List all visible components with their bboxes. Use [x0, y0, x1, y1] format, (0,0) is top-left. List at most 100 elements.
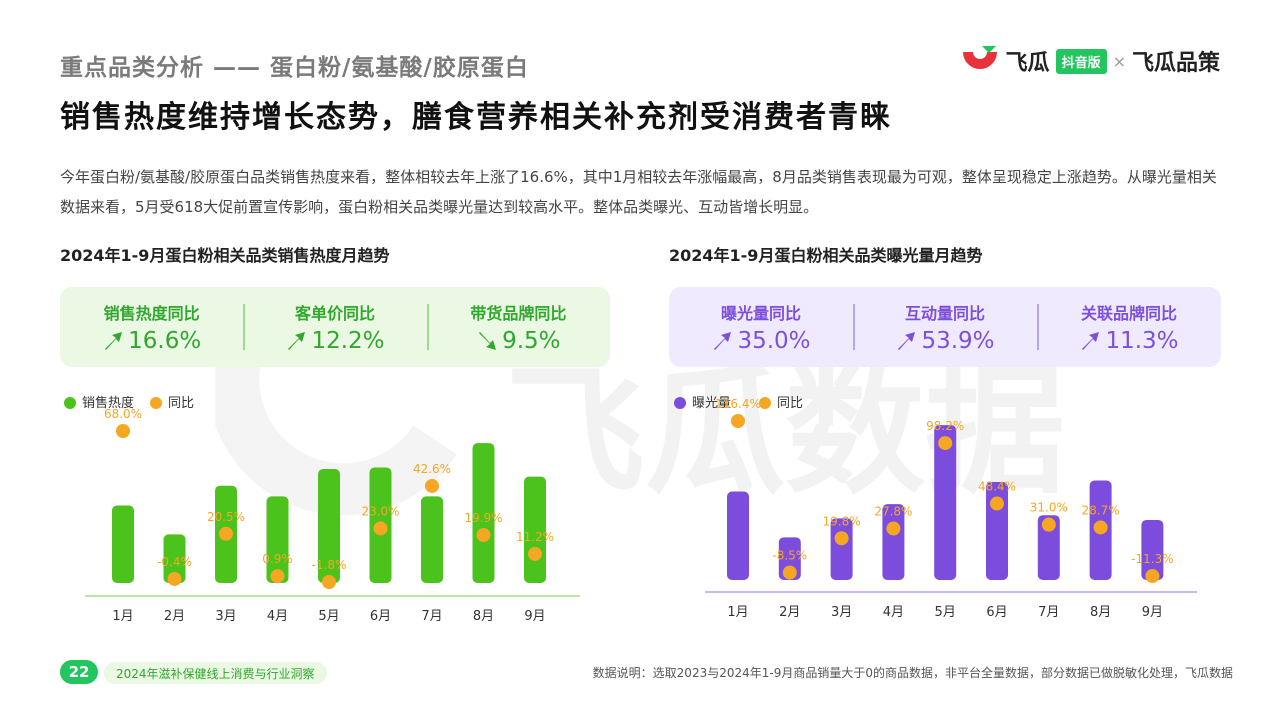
sales-yoy-label-2: -0.4% — [157, 555, 192, 569]
exposure-yoy-label-3: 19.8% — [823, 514, 861, 528]
sales-yoy-point-8 — [476, 528, 491, 543]
exposure-yoy-point-7 — [1041, 517, 1056, 532]
sales-tick-6: 6月 — [370, 609, 391, 624]
sales-heat-bar-chart: 销售热度 同比 1月 68.0% 2月 -0.4% 3月 20.5% 4月 0.9% 5月 -1.8%… — [64, 395, 580, 624]
legend-yoy-swatch — [759, 397, 771, 409]
sales-tick-5: 5月 — [318, 609, 339, 624]
sales-bar-8 — [472, 443, 495, 583]
brand-name-2: 飞瓜品策 — [1131, 51, 1220, 76]
exposure-tick-5: 5月 — [935, 605, 956, 620]
exposure-yoy-point-4 — [886, 521, 901, 536]
legend-bar-swatch — [674, 397, 686, 409]
section-title: 重点品类分析 —— 蛋白粉/氨基酸/胶原蛋白 — [60, 55, 529, 81]
exposure-yoy-point-2 — [782, 565, 797, 580]
left-kpi-box: 销售热度同比 16.6% 客单价同比 12.2% 带货品牌同比 9.5% — [60, 287, 610, 367]
exposure-yoy-label-5: 98.2% — [926, 419, 964, 433]
exposure-yoy-label-8: 28.7% — [1082, 503, 1120, 517]
sales-yoy-point-9 — [528, 546, 542, 561]
sales-yoy-point-4 — [270, 569, 285, 584]
sales-yoy-label-9: 11.2% — [516, 530, 554, 544]
kpi-label: 销售热度同比 — [103, 304, 200, 323]
trend-up-arrow-icon — [714, 332, 732, 350]
brand-name: 飞瓜 — [1005, 51, 1050, 76]
exposure-yoy-label-1: 116.4% — [715, 397, 761, 411]
exposure-bar-7 — [1037, 515, 1060, 580]
kpi-value: 35.0% — [737, 328, 811, 354]
kpi-label: 关联品牌同比 — [1080, 304, 1177, 323]
kpi-label: 互动量同比 — [904, 304, 985, 323]
brand-logo-group: 飞瓜 抖音版 × 飞瓜品策 — [960, 44, 1220, 78]
sales-tick-7: 7月 — [421, 609, 442, 624]
kpi-value: 11.3% — [1105, 328, 1179, 354]
exposure-bar-9 — [1141, 519, 1164, 580]
feigua-logo-icon — [962, 46, 997, 69]
sales-bar-2 — [163, 534, 186, 583]
kpi-interaction-yoy: 互动量同比 53.9% — [853, 300, 1037, 354]
exposure-yoy-label-7: 31.0% — [1030, 501, 1068, 515]
exposure-yoy-label-4: 27.8% — [874, 505, 912, 519]
exposure-legend: 曝光量 同比 — [674, 396, 803, 411]
exposure-tick-7: 7月 — [1038, 605, 1059, 620]
exposure-tick-9: 9月 — [1142, 605, 1163, 620]
exposure-tick-4: 4月 — [883, 605, 904, 620]
sales-legend: 销售热度 同比 — [64, 395, 194, 411]
exposure-tick-3: 3月 — [831, 605, 852, 620]
legend-yoy-label: 同比 — [168, 396, 194, 411]
left-panel-title: 2024年1-9月蛋白粉相关品类销售热度月趋势 — [60, 246, 390, 265]
kpi-value: 12.2% — [311, 328, 385, 354]
exposure-yoy-label-6: 48.4% — [978, 480, 1016, 494]
legend-bar-label: 销售热度 — [82, 395, 134, 411]
sales-yoy-label-3: 20.5% — [207, 510, 245, 524]
sales-yoy-label-1: 68.0% — [104, 407, 142, 421]
sales-tick-8: 8月 — [473, 609, 494, 624]
exposure-yoy-point-3 — [834, 531, 849, 546]
trend-down-arrow-icon — [479, 332, 497, 350]
exposure-yoy-point-9 — [1145, 569, 1160, 583]
sales-tick-4: 4月 — [267, 609, 288, 624]
sales-yoy-label-5: -1.8% — [312, 558, 347, 572]
sales-yoy-point-7 — [425, 478, 439, 493]
trend-up-arrow-icon — [288, 332, 306, 350]
legend-bar-swatch — [64, 397, 76, 409]
sales-yoy-point-3 — [219, 526, 233, 541]
exposure-yoy-label-9: -11.3% — [1131, 552, 1173, 566]
report-title-pill: 2024年滋补保健线上消费与行业洞察 — [104, 662, 327, 684]
kpi-brands-yoy: 带货品牌同比 9.5% — [426, 300, 610, 354]
kpi-label: 曝光量同比 — [720, 304, 801, 323]
brand-badge: 抖音版 — [1055, 48, 1107, 74]
kpi-exposure-yoy: 曝光量同比 35.0% — [669, 300, 853, 354]
right-kpi-box: 曝光量同比 35.0% 互动量同比 53.9% 关联品牌同比 11.3% — [669, 287, 1221, 367]
sales-tick-9: 9月 — [524, 609, 545, 624]
sales-bar-1 — [112, 505, 134, 583]
sales-yoy-label-6: 23.0% — [361, 504, 399, 518]
kpi-value: 16.6% — [128, 328, 202, 354]
kpi-unit-price-yoy: 客单价同比 12.2% — [243, 300, 426, 354]
exposure-bar-5 — [934, 425, 957, 580]
sales-yoy-label-7: 42.6% — [413, 462, 451, 476]
exposure-yoy-point-5 — [938, 436, 953, 451]
kpi-sales-heat-yoy: 销售热度同比 16.6% — [60, 300, 243, 354]
legend-bar-label: 曝光量 — [692, 396, 731, 411]
headline: 销售热度维持增长态势，膳食营养相关补充剂受消费者青睐 — [60, 100, 892, 135]
page-number: 22 — [60, 660, 98, 684]
exposure-tick-2: 2月 — [779, 605, 800, 620]
data-note: 数据说明：选取2023与2024年1-9月商品销量大于0的商品数据，非平台全量数… — [592, 666, 1233, 680]
exposure-yoy-point-1 — [731, 414, 745, 428]
sales-tick-2: 2月 — [164, 609, 185, 624]
exposure-bar-1 — [727, 491, 749, 580]
kpi-label: 带货品牌同比 — [470, 304, 567, 323]
sales-tick-3: 3月 — [215, 609, 236, 624]
kpi-label: 客单价同比 — [294, 304, 375, 323]
sales-tick-1: 1月 — [112, 609, 133, 624]
legend-yoy-label: 同比 — [777, 396, 803, 411]
sales-yoy-label-8: 19.9% — [464, 511, 502, 525]
exposure-bar-3 — [830, 518, 853, 580]
kpi-value: 9.5% — [502, 328, 561, 354]
sales-yoy-point-2 — [167, 571, 182, 586]
sales-bar-4 — [266, 496, 289, 583]
trend-up-arrow-icon — [898, 332, 916, 350]
exposure-yoy-point-6 — [990, 496, 1004, 511]
trend-up-arrow-icon — [105, 332, 123, 350]
trend-up-arrow-icon — [1082, 332, 1100, 350]
sales-bar-5 — [318, 469, 340, 583]
